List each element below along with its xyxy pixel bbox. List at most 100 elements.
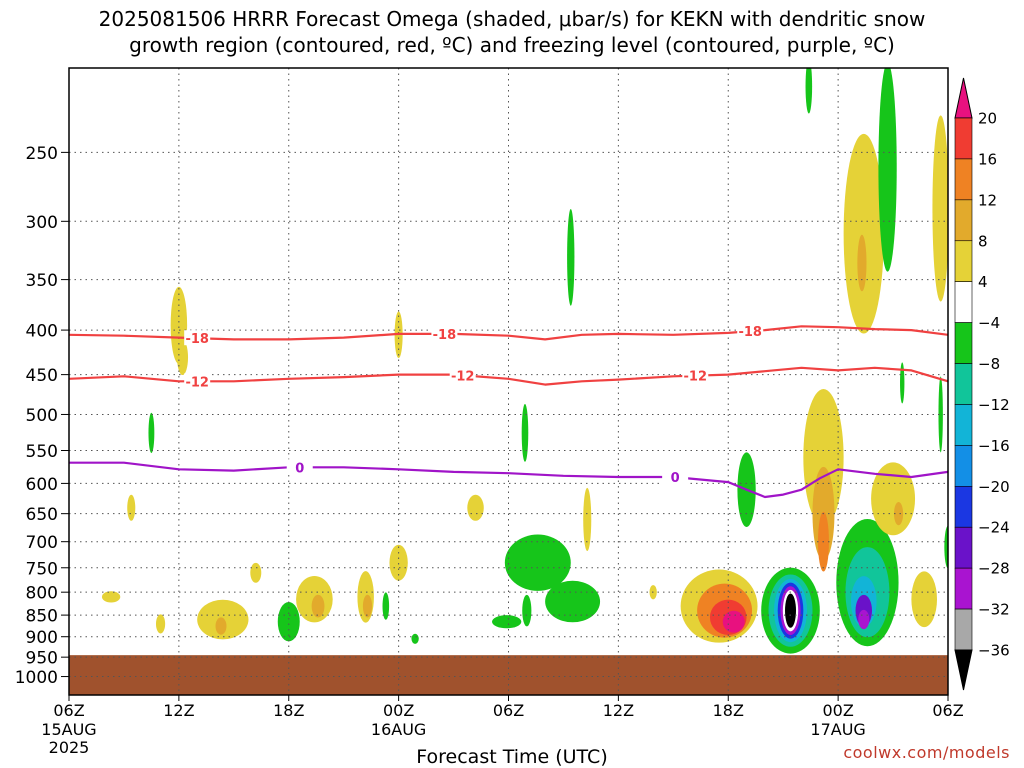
y-tick-label-900: 900 [26, 628, 58, 648]
x-year-label-0: 2025 [49, 738, 90, 757]
omega-region-19 [389, 544, 408, 581]
colorbar-label-0: 20 [978, 110, 997, 128]
omega-region-12 [215, 617, 227, 635]
isotherm-label--12-2: -12 [684, 370, 708, 385]
omega-region-3 [567, 208, 575, 306]
omega-region-48 [857, 234, 867, 292]
omega-region-23 [504, 534, 571, 591]
colorbar-label-5: −4 [978, 314, 1000, 332]
isotherm--18 [69, 325, 948, 341]
chart-title-line1: 2025081506 HRRR Forecast Omega (shaded, … [98, 7, 926, 31]
colorbar-label-12: −32 [978, 601, 1010, 619]
omega-region-31 [722, 610, 745, 633]
y-tick-label-800: 800 [26, 584, 58, 604]
isotherm-label-bg-0-0 [286, 459, 313, 475]
omega-region-15 [311, 594, 325, 618]
isotherm-label--18-2: -18 [738, 325, 762, 340]
colorbar-swatch-12 [954, 567, 973, 610]
omega-region-54 [805, 68, 813, 114]
omega-region-57 [944, 525, 948, 569]
x-date-label-18: 16AUG [371, 720, 426, 739]
isotherm-label-bg--12-2 [682, 367, 709, 383]
y-tick-label-300: 300 [26, 213, 58, 233]
omega-region-1 [177, 339, 189, 376]
omega-region-9 [101, 591, 121, 603]
omega-region-51 [911, 571, 938, 628]
colorbar-swatch-2 [954, 158, 973, 201]
x-date-label-0: 15AUG [41, 720, 96, 739]
isotherm-0 [69, 461, 948, 499]
omega-region-22 [492, 615, 522, 629]
y-tick-label-500: 500 [26, 406, 58, 426]
colorbar-label-8: −16 [978, 437, 1010, 455]
chart-title: 2025081506 HRRR Forecast Omega (shaded, … [0, 6, 1024, 58]
x-tick-label-36: 18Z [713, 701, 744, 720]
x-tick-label-24: 06Z [493, 701, 524, 720]
isotherm--12 [69, 366, 948, 386]
y-tick-label-450: 450 [26, 366, 58, 386]
omega-region-6 [127, 494, 136, 521]
isotherm-label-bg--12-0 [184, 373, 211, 389]
isotherm-label-bg-0-1 [662, 469, 689, 485]
y-tick-label-950: 950 [26, 649, 58, 669]
y-tick-label-350: 350 [26, 271, 58, 291]
isotherm-contours [69, 325, 948, 499]
x-tick-label-48: 06Z [932, 701, 963, 720]
omega-region-55 [900, 362, 905, 404]
x-tick-label-42: 00Z [822, 701, 853, 720]
colorbar-swatch-11 [954, 526, 973, 569]
y-tick-label-750: 750 [26, 559, 58, 579]
isotherm-label--18-1: -18 [433, 328, 457, 343]
colorbar-label-10: −24 [978, 519, 1010, 537]
colorbar-swatch-9 [954, 445, 973, 487]
omega-region-50 [893, 502, 904, 526]
omega-region-49 [871, 462, 916, 536]
colorbar-label-6: −8 [978, 355, 1000, 373]
omega-region-18 [362, 594, 373, 618]
colorbar-label-3: 8 [978, 232, 988, 250]
colorbar-swatch-3 [954, 199, 973, 242]
y-tick-label-1000: 1000 [15, 668, 58, 688]
y-tick-label-650: 650 [26, 505, 58, 525]
colorbar-label-7: −12 [978, 396, 1010, 414]
y-tick-label-250: 250 [26, 144, 58, 164]
y-tick-label-550: 550 [26, 442, 58, 462]
isotherm-label-0-0: 0 [295, 461, 304, 476]
omega-region-16 [250, 562, 262, 583]
x-tick-label-18: 00Z [383, 701, 414, 720]
isotherm-label--12-1: -12 [451, 369, 475, 384]
omega-region-56 [938, 376, 943, 453]
y-tick-label-600: 600 [26, 475, 58, 495]
omega-region-47 [843, 133, 884, 334]
colorbar-bottom-arrow [954, 649, 973, 691]
omega-region-5 [148, 412, 155, 454]
omega-region-46 [858, 609, 870, 630]
isotherm-label-bg--18-0 [184, 330, 211, 346]
x-tick-label-6: 12Z [163, 701, 194, 720]
omega-region-4 [521, 404, 529, 462]
colorbar-label-2: 12 [978, 191, 997, 209]
omega-region-52 [932, 115, 948, 302]
colorbar-swatch-6 [954, 322, 973, 364]
isotherm-label-bg--12-1 [449, 367, 476, 383]
isotherm-label-0-1: 0 [671, 471, 680, 486]
colorbar: 20 16 12 8 4 −4 −8 −12 −16 −20 −24 −28 −32 −36 [954, 77, 1010, 691]
colorbar-swatch-1 [954, 117, 973, 160]
y-tick-label-850: 850 [26, 607, 58, 627]
y-tick-label-700: 700 [26, 533, 58, 553]
credit-text[interactable]: coolwx.com/models [843, 743, 1010, 762]
colorbar-swatch-5 [954, 281, 973, 323]
chart-title-line2: growth region (contoured, red, ºC) and f… [129, 33, 895, 57]
colorbar-label-1: 16 [978, 150, 997, 168]
isotherm-labels: -18 -18 -18 -12 -12 -12 0 0 [184, 323, 764, 486]
terrain [69, 655, 948, 695]
colorbar-swatch-7 [954, 363, 973, 405]
colorbar-label-11: −28 [978, 560, 1010, 578]
omega-region-8 [583, 487, 592, 552]
x-date-label-42: 17AUG [810, 720, 865, 739]
omega-region-25 [522, 594, 532, 627]
terrain-fill [69, 655, 948, 695]
x-tick-label-0: 06Z [53, 701, 84, 720]
isotherm-label-bg--18-2 [737, 323, 764, 339]
